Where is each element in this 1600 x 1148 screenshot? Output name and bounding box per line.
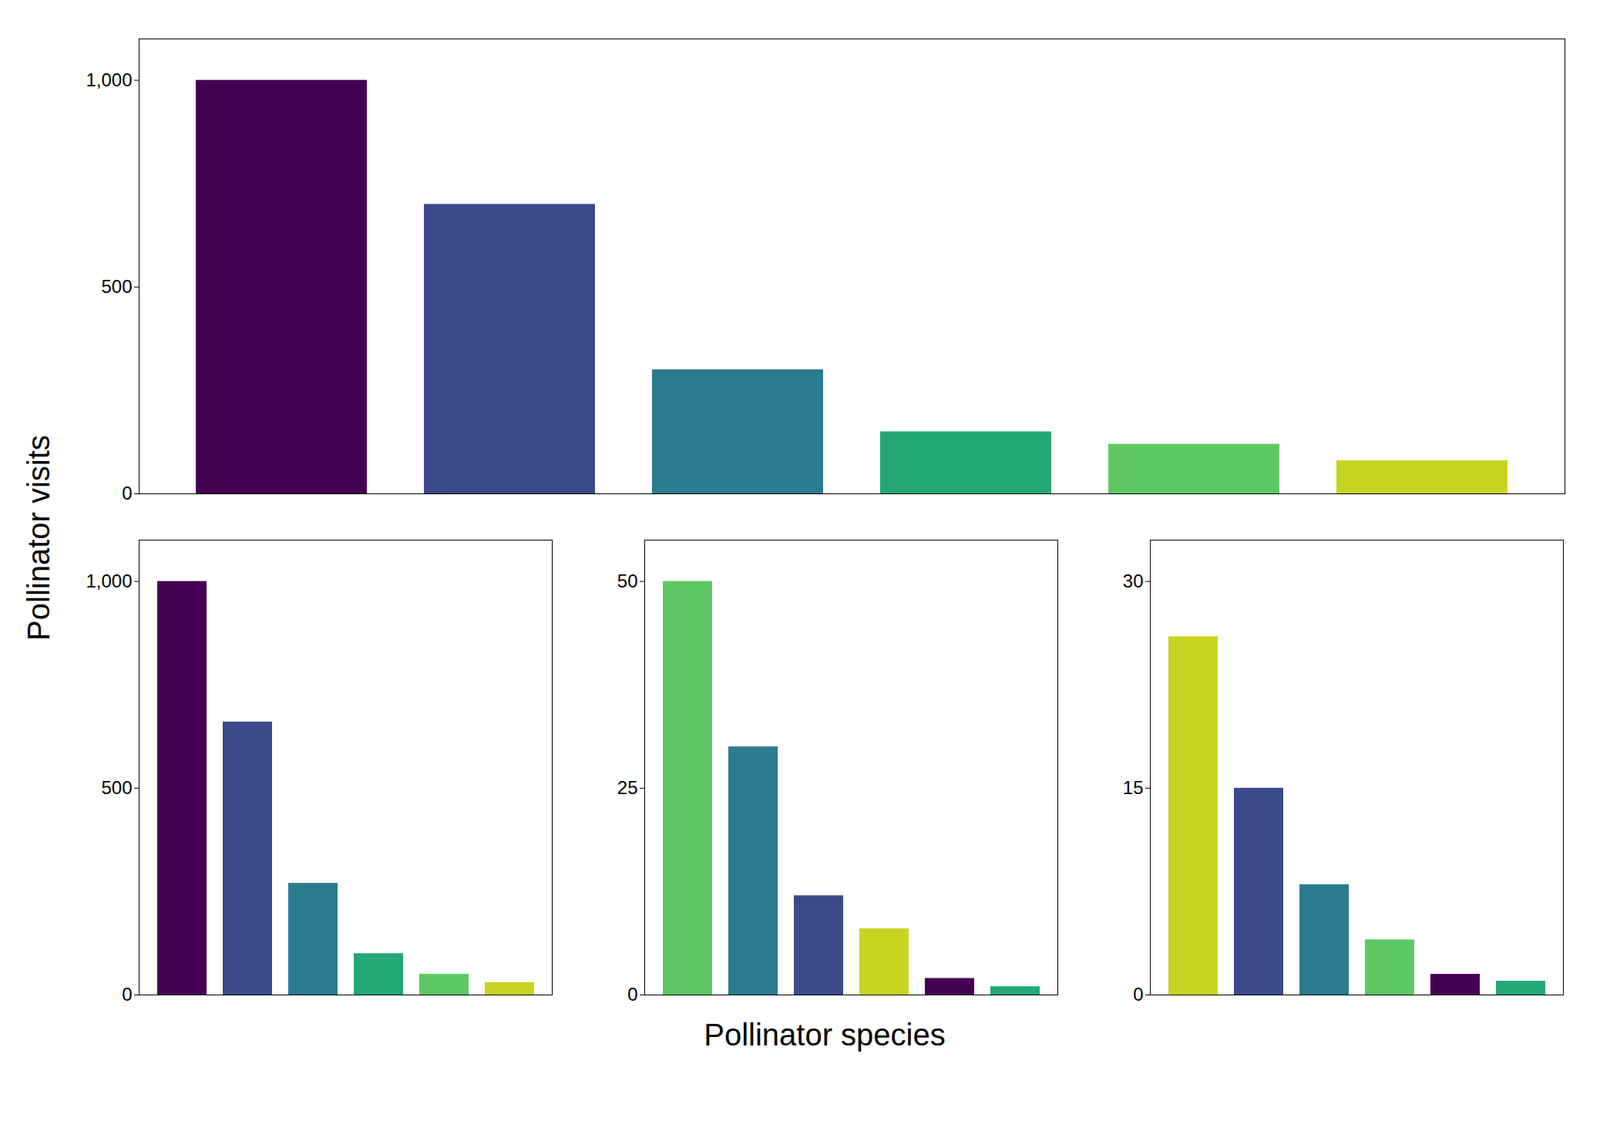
svg-text:0: 0	[121, 983, 132, 1002]
svg-text:500: 500	[100, 776, 132, 798]
html-text:Pollinator species: Pollinator species	[703, 1017, 946, 1052]
svg-text:30: 30	[1122, 570, 1144, 592]
html-text:Pollinator visits: Pollinator visits	[21, 434, 56, 641]
svg-text:1,000: 1,000	[85, 570, 132, 592]
svg-text:1,000: 1,000	[85, 69, 132, 91]
svg-text:500: 500	[100, 275, 132, 297]
svg-text:0: 0	[627, 983, 638, 1002]
svg-text:0: 0	[1132, 983, 1143, 1002]
svg-text:15: 15	[1122, 776, 1144, 798]
svg-text:25: 25	[617, 776, 639, 798]
svg-text:0: 0	[121, 482, 132, 501]
svg-text:50: 50	[617, 570, 639, 592]
